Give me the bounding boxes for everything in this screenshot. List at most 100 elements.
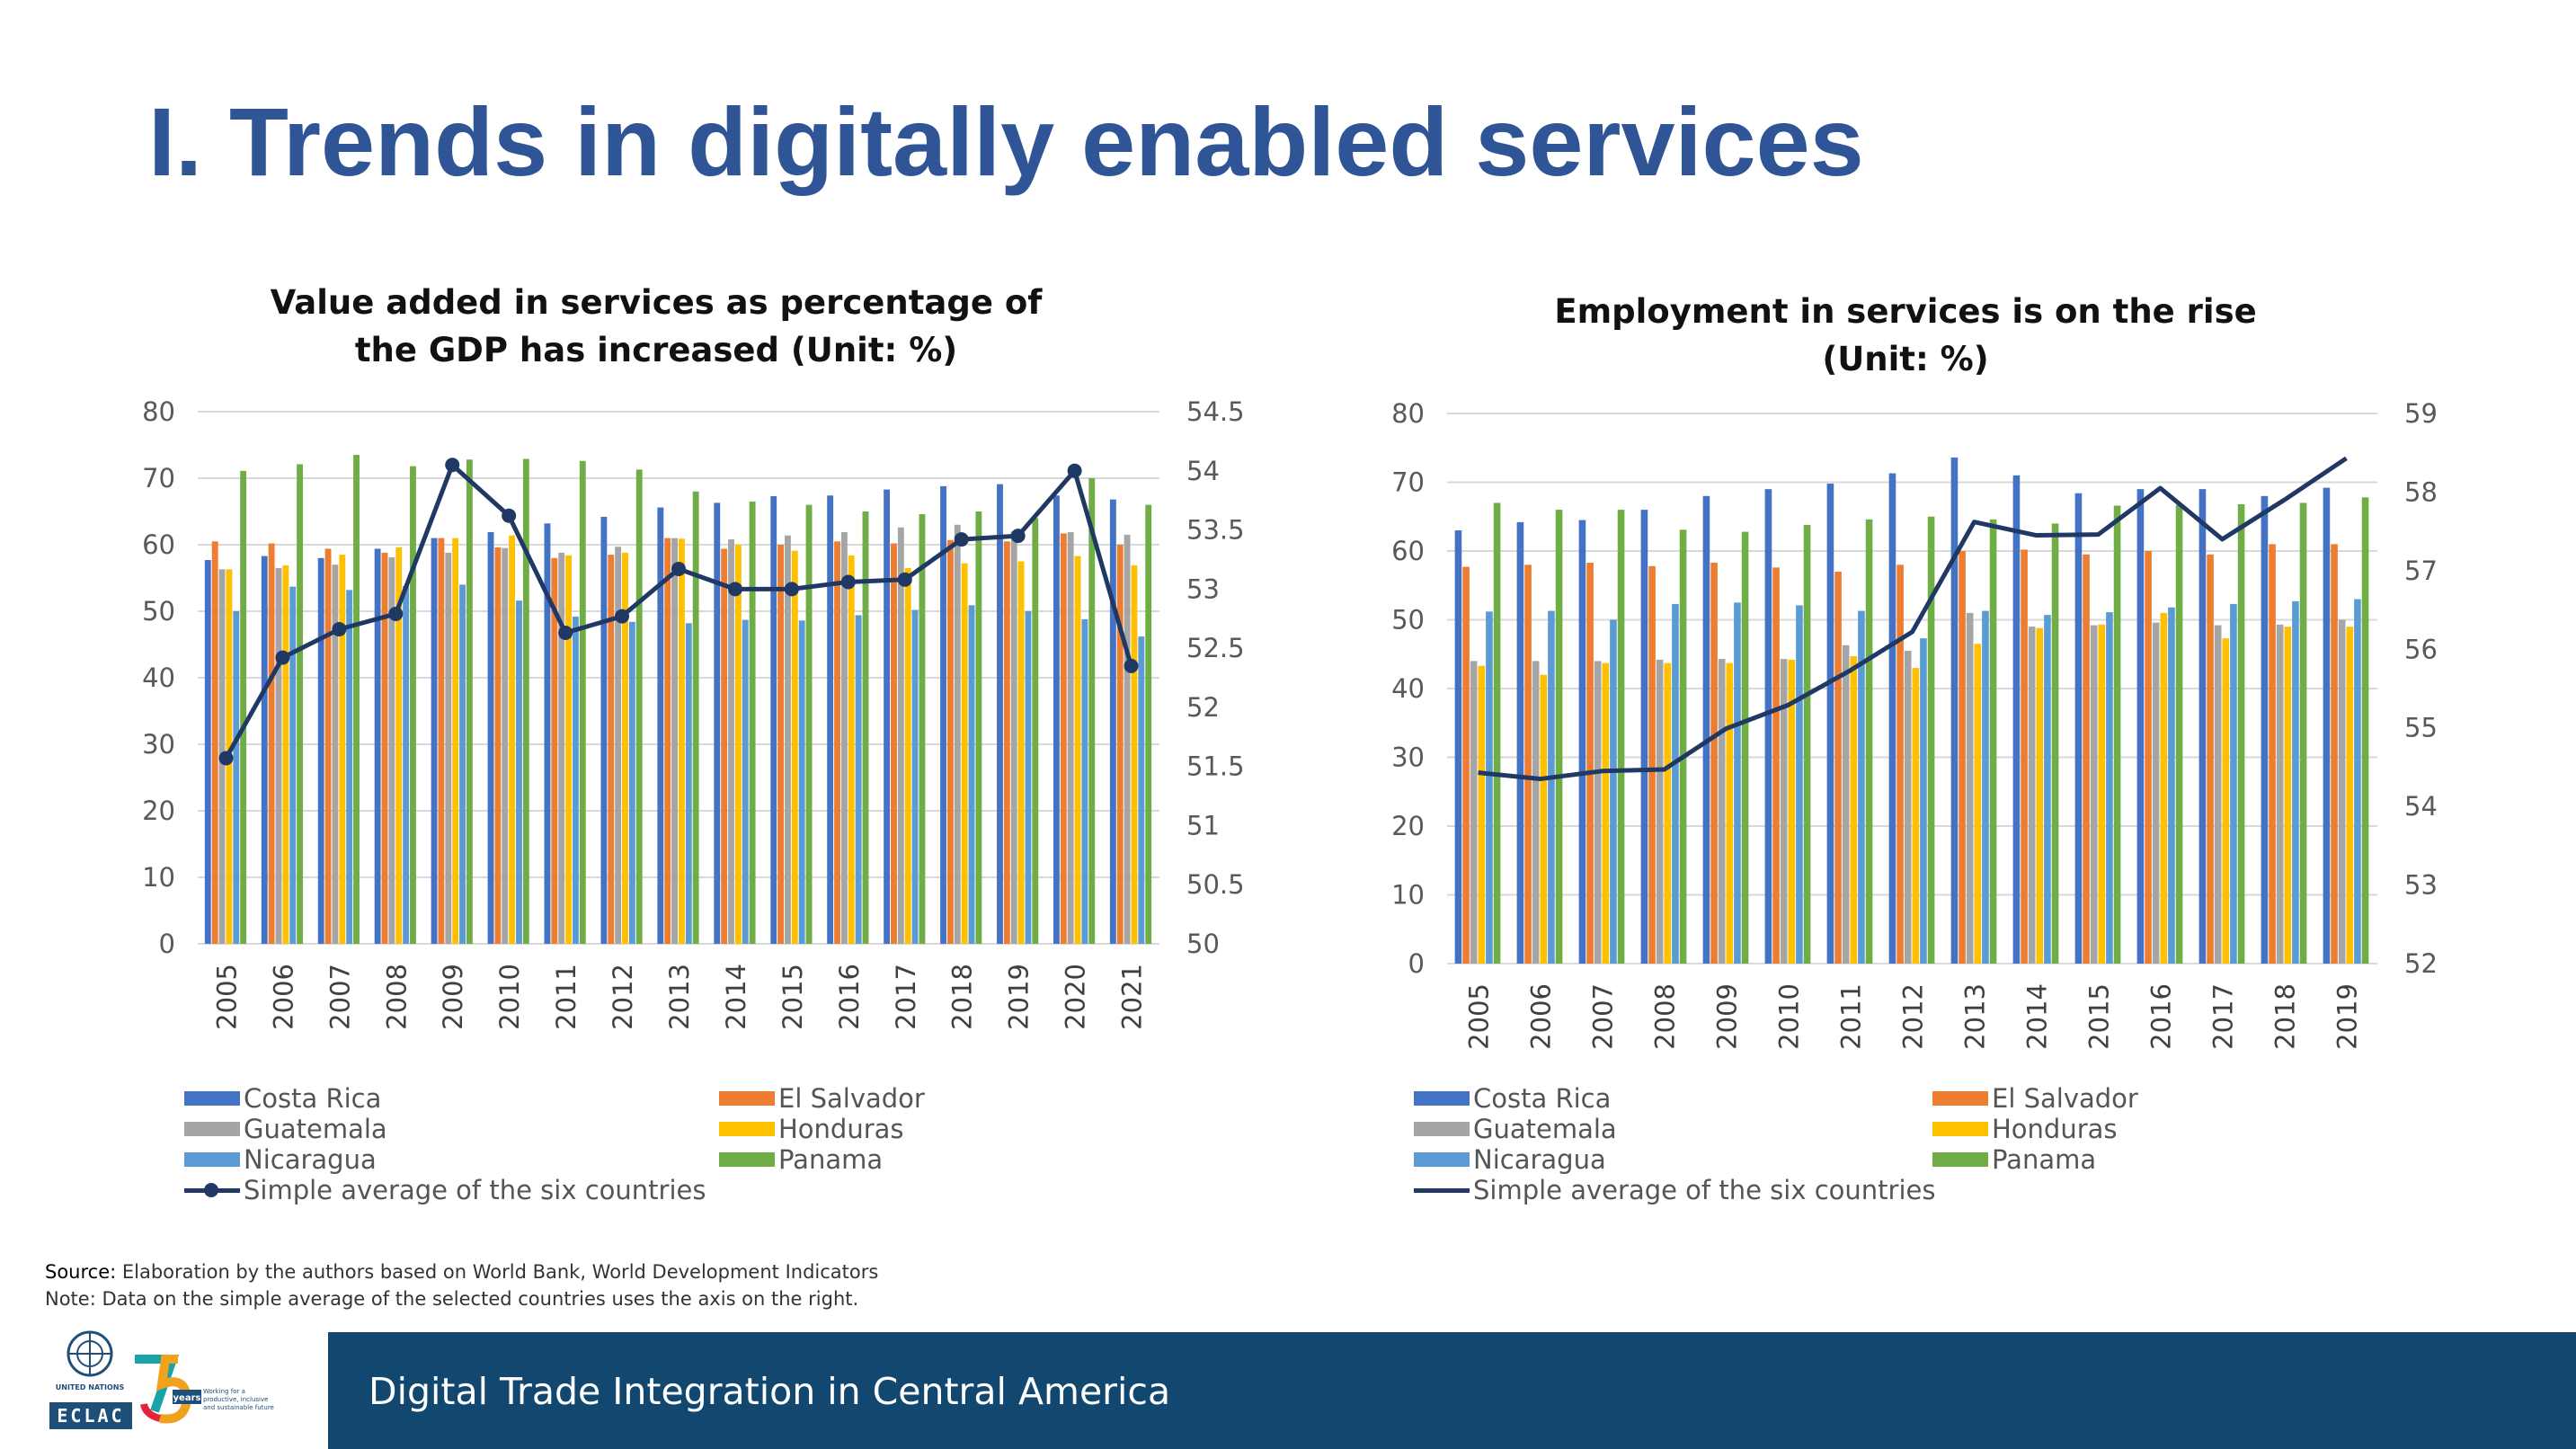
chart1-title-line1: Value added in services as percentage of [270, 283, 1043, 322]
bar-nicaragua [1920, 638, 1927, 964]
y-tick-label: 10 [142, 862, 175, 893]
chart2: 0 10 20 30 40 50 60 70 80 52 53 54 55 56 57 58 59 2005 200… [1258, 270, 2576, 1079]
x-tick-label: 2012 [608, 964, 638, 1030]
y2-tick-label: 59 [2404, 398, 2438, 429]
bar-panama [919, 513, 926, 944]
bar-guatemala [728, 539, 734, 944]
bar-nicaragua [459, 584, 466, 944]
75-years-icon: years Working for a productive, inclusiv… [135, 1355, 274, 1424]
bar-honduras [791, 550, 798, 944]
bar-el-salvador [2021, 549, 2028, 964]
bar-guatemala [1532, 661, 1540, 964]
bar-panama [1927, 516, 1935, 964]
bar-costa-rica [2323, 487, 2331, 964]
bar-nicaragua [1672, 603, 1679, 964]
legend-label: Honduras [778, 1114, 904, 1144]
bar-el-salvador [946, 539, 954, 944]
page-title: I. Trends in digitally enabled services [148, 87, 1864, 196]
bar-honduras [1540, 674, 1548, 964]
bar-el-salvador [1896, 564, 1904, 964]
bar-guatemala [1780, 659, 1788, 964]
bar-honduras [848, 555, 855, 944]
bar-honduras [452, 538, 459, 944]
bar-costa-rica [1702, 495, 1710, 964]
bar-el-salvador [1834, 571, 1842, 964]
bar-nicaragua [2292, 600, 2299, 964]
bar-costa-rica [487, 531, 494, 944]
bar-honduras [1726, 662, 1734, 964]
average-marker [388, 606, 404, 621]
legend-item-honduras: Honduras [1932, 1114, 2118, 1144]
x-tick-label: 2019 [1004, 964, 1035, 1030]
average-marker [218, 751, 234, 766]
x-tick-label: 2006 [268, 964, 298, 1030]
bar-costa-rica [770, 495, 777, 944]
bar-panama [353, 455, 360, 945]
bar-panama [410, 466, 416, 944]
average-marker [445, 458, 460, 473]
legend-label: Panama [778, 1144, 884, 1175]
x-tick-label: 2011 [551, 964, 582, 1030]
bar-guatemala [671, 538, 678, 944]
legend-swatch [719, 1122, 775, 1136]
logo-tagline: Working for a productive, inclusive and … [203, 1388, 274, 1411]
bar-panama [466, 459, 473, 944]
bar-panama [975, 511, 982, 944]
legend-item-honduras: Honduras [719, 1114, 904, 1144]
bar-nicaragua [1858, 610, 1865, 964]
legend-item-costa-rica: Costa Rica [1414, 1083, 1611, 1114]
legend-label: Simple average of the six countries [1473, 1175, 1936, 1205]
bar-costa-rica [1826, 484, 1834, 964]
source-text: Elaboration by the authors based on Worl… [116, 1261, 879, 1283]
bar-costa-rica [1516, 521, 1524, 964]
y2-tick-label: 52.5 [1186, 633, 1245, 663]
bar-costa-rica [1888, 473, 1896, 964]
y2-tick-label: 55 [2404, 713, 2438, 743]
x-tick-label: 2015 [777, 964, 808, 1030]
y2-tick-label: 56 [2404, 634, 2438, 664]
bar-el-salvador [1462, 566, 1470, 964]
x-tick-label: 2014 [721, 964, 751, 1030]
bar-nicaragua [403, 585, 410, 944]
bar-costa-rica [374, 548, 381, 944]
x-tick-label: 2008 [381, 964, 412, 1030]
legend-label: Panama [1992, 1144, 2097, 1175]
bar-nicaragua [346, 590, 353, 944]
legend-swatch [184, 1152, 240, 1167]
x-tick-label: 2008 [1650, 983, 1681, 1050]
eclac-text: ECLAC [57, 1405, 124, 1427]
bar-nicaragua [1982, 610, 1989, 964]
x-tick-label: 2013 [1960, 983, 1991, 1050]
bar-honduras [734, 545, 742, 944]
bar-el-salvador [2269, 544, 2276, 964]
bar-costa-rica [1454, 530, 1462, 964]
bar-nicaragua [1548, 610, 1555, 964]
bar-nicaragua [233, 611, 240, 944]
legend-swatch [1414, 1091, 1470, 1106]
y2-tick-label: 54 [1186, 456, 1220, 486]
bar-honduras [2284, 627, 2292, 964]
y-tick-label: 40 [142, 662, 175, 693]
bar-costa-rica [827, 495, 834, 944]
y2-tick-label: 58 [2404, 476, 2438, 507]
legend-swatch [719, 1152, 775, 1167]
average-marker [840, 574, 856, 590]
bar-nicaragua [1796, 605, 1803, 964]
bar-panama [1741, 531, 1749, 964]
bar-el-salvador [721, 548, 728, 944]
y-tick-label: 0 [159, 929, 175, 959]
bar-costa-rica [714, 502, 721, 944]
x-tick-label: 2007 [324, 964, 355, 1030]
bar-honduras [2036, 627, 2044, 964]
legend-item-nicaragua: Nicaragua [184, 1144, 377, 1175]
bar-el-salvador [324, 548, 332, 944]
bar-el-salvador [834, 541, 840, 944]
bar-honduras [2222, 638, 2230, 964]
bar-costa-rica [600, 516, 608, 944]
bar-panama [862, 511, 869, 944]
bar-panama [1493, 502, 1501, 964]
y-tick-label: 80 [1391, 398, 1425, 429]
bar-costa-rica [317, 557, 324, 944]
bar-honduras [1664, 662, 1672, 964]
average-marker [1124, 658, 1139, 673]
